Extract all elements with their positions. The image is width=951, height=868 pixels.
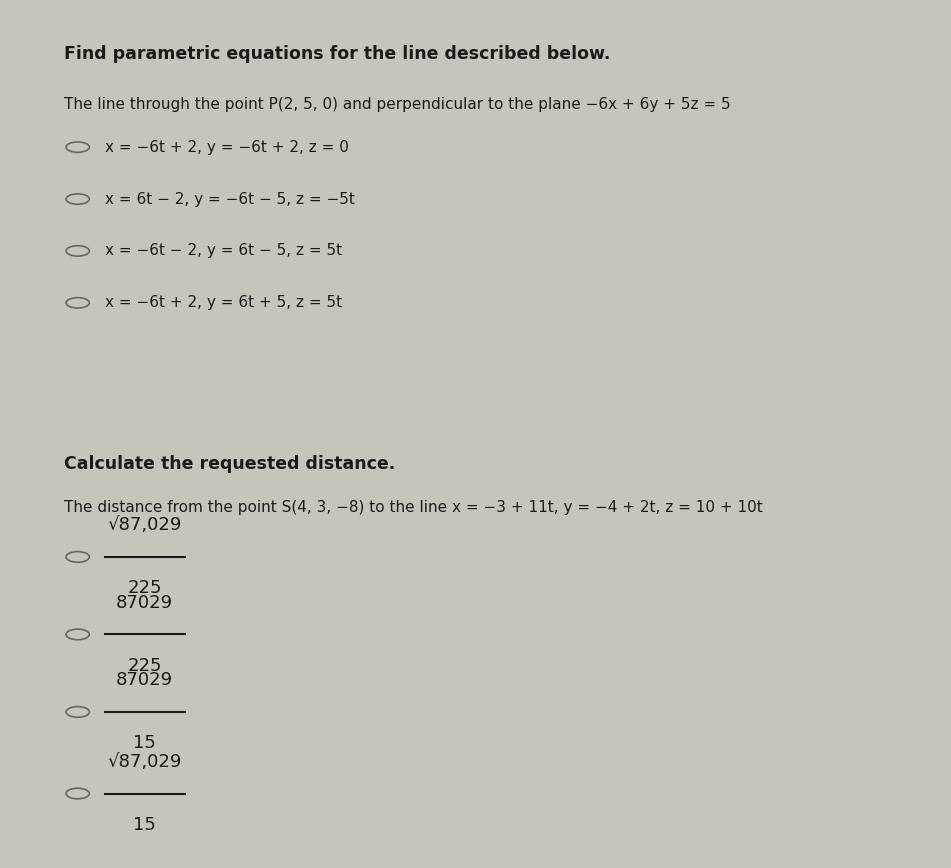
- Text: 15: 15: [133, 816, 156, 834]
- Text: x = −6t − 2, y = 6t − 5, z = 5t: x = −6t − 2, y = 6t − 5, z = 5t: [105, 243, 341, 259]
- Text: 15: 15: [133, 734, 156, 753]
- Text: 225: 225: [127, 657, 162, 674]
- Text: x = −6t + 2, y = 6t + 5, z = 5t: x = −6t + 2, y = 6t + 5, z = 5t: [105, 295, 341, 311]
- Text: x = −6t + 2, y = −6t + 2, z = 0: x = −6t + 2, y = −6t + 2, z = 0: [105, 140, 348, 155]
- Text: The distance from the point S(4, 3, −8) to the line x = −3 + 11t, y = −4 + 2t, z: The distance from the point S(4, 3, −8) …: [65, 500, 763, 515]
- Text: Calculate the requested distance.: Calculate the requested distance.: [65, 455, 396, 473]
- Text: √87,029: √87,029: [107, 753, 182, 771]
- Text: Find parametric equations for the line described below.: Find parametric equations for the line d…: [65, 45, 611, 63]
- Text: The line through the point P(2, 5, 0) and perpendicular to the plane −6x + 6y + : The line through the point P(2, 5, 0) an…: [65, 97, 731, 112]
- Text: 225: 225: [127, 579, 162, 597]
- Text: x = 6t − 2, y = −6t − 5, z = −5t: x = 6t − 2, y = −6t − 5, z = −5t: [105, 192, 355, 207]
- Text: 87029: 87029: [116, 594, 173, 612]
- Text: 87029: 87029: [116, 672, 173, 689]
- Text: √87,029: √87,029: [107, 516, 182, 535]
